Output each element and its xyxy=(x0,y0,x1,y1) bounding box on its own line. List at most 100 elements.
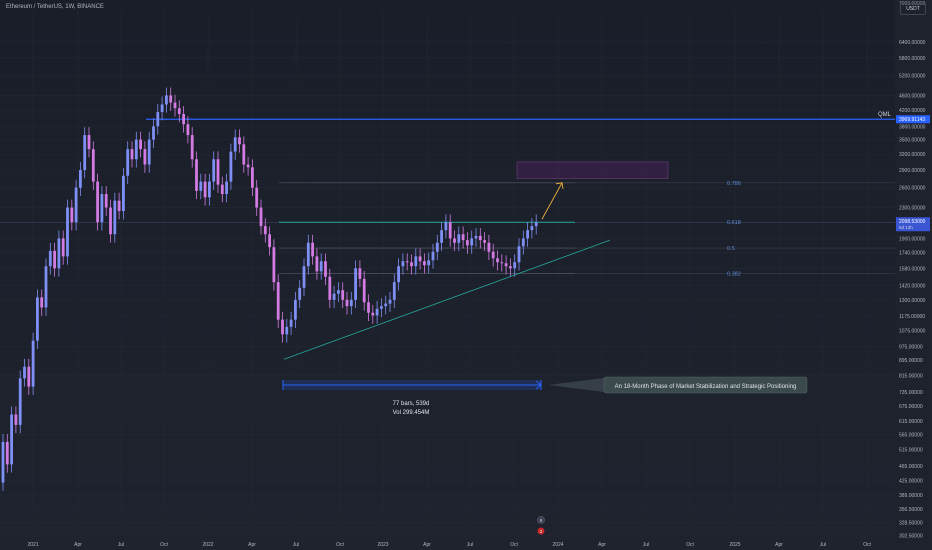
candle[interactable] xyxy=(405,261,409,263)
candle[interactable] xyxy=(220,184,224,195)
candle[interactable] xyxy=(478,235,482,241)
candle[interactable] xyxy=(362,278,366,303)
candle[interactable] xyxy=(367,302,370,313)
candle[interactable] xyxy=(134,139,138,160)
candle[interactable] xyxy=(448,222,452,239)
candle[interactable] xyxy=(203,181,207,198)
candle[interactable] xyxy=(380,306,383,309)
candle[interactable] xyxy=(483,240,486,243)
candle[interactable] xyxy=(5,441,9,465)
candle[interactable] xyxy=(345,299,349,307)
candle[interactable] xyxy=(242,144,246,165)
candle[interactable] xyxy=(517,246,521,263)
candle[interactable] xyxy=(410,262,413,267)
candle[interactable] xyxy=(358,268,362,279)
event-marker[interactable] xyxy=(537,516,545,524)
candle[interactable] xyxy=(36,297,39,341)
candle[interactable] xyxy=(23,366,26,379)
candle[interactable] xyxy=(152,126,155,140)
candle[interactable] xyxy=(474,235,478,239)
candle[interactable] xyxy=(431,251,435,261)
candle[interactable] xyxy=(199,181,203,191)
candle[interactable] xyxy=(96,181,99,223)
candle[interactable] xyxy=(397,266,400,283)
price-axis[interactable] xyxy=(895,0,932,550)
candle[interactable] xyxy=(375,308,379,316)
candle[interactable] xyxy=(225,181,228,195)
candle[interactable] xyxy=(109,207,112,235)
candle[interactable] xyxy=(324,261,327,277)
candle[interactable] xyxy=(466,240,469,246)
candle[interactable] xyxy=(453,238,456,243)
candle[interactable] xyxy=(233,137,237,152)
candle[interactable] xyxy=(44,266,48,308)
candle[interactable] xyxy=(143,149,147,165)
candle[interactable] xyxy=(440,230,443,243)
candle[interactable] xyxy=(328,276,332,300)
candle[interactable] xyxy=(414,256,418,267)
candle[interactable] xyxy=(470,238,474,246)
candle[interactable] xyxy=(500,262,504,264)
candle[interactable] xyxy=(216,159,220,185)
candle[interactable] xyxy=(461,234,465,241)
candle[interactable] xyxy=(513,262,517,269)
candle[interactable] xyxy=(238,137,241,145)
candle[interactable] xyxy=(156,112,160,127)
candle[interactable] xyxy=(268,234,271,248)
candle[interactable] xyxy=(70,207,74,223)
candle[interactable] xyxy=(126,149,130,176)
candle[interactable] xyxy=(208,181,211,198)
candle[interactable] xyxy=(435,242,439,252)
candle[interactable] xyxy=(388,299,392,304)
candle[interactable] xyxy=(281,319,284,335)
candle[interactable] xyxy=(182,114,185,125)
candle[interactable] xyxy=(341,290,345,300)
candle[interactable] xyxy=(1,441,5,483)
candle[interactable] xyxy=(259,207,263,227)
candle[interactable] xyxy=(229,151,233,182)
ascending-trendline[interactable] xyxy=(283,239,611,360)
candle[interactable] xyxy=(130,149,134,160)
candle[interactable] xyxy=(255,187,259,208)
candle[interactable] xyxy=(14,414,18,425)
currency-selector[interactable]: USDT xyxy=(900,3,926,15)
candle[interactable] xyxy=(509,266,512,269)
candle[interactable] xyxy=(173,102,177,109)
callout-box[interactable] xyxy=(603,376,808,394)
candle[interactable] xyxy=(401,261,405,267)
candle[interactable] xyxy=(27,366,31,387)
candle[interactable] xyxy=(104,194,108,208)
candle[interactable] xyxy=(423,261,426,266)
candle[interactable] xyxy=(61,238,65,257)
candle[interactable] xyxy=(427,260,431,266)
candle[interactable] xyxy=(195,159,198,191)
candle[interactable] xyxy=(298,287,302,300)
candle[interactable] xyxy=(66,207,69,257)
candle[interactable] xyxy=(139,139,142,150)
candle[interactable] xyxy=(487,242,491,252)
candle[interactable] xyxy=(87,135,91,150)
candle[interactable] xyxy=(79,170,82,188)
candle[interactable] xyxy=(302,266,306,288)
candle[interactable] xyxy=(212,159,216,182)
candle[interactable] xyxy=(31,340,35,387)
candle[interactable] xyxy=(285,326,289,335)
candle[interactable] xyxy=(10,414,13,465)
candle[interactable] xyxy=(504,263,508,267)
target-zone-box[interactable] xyxy=(516,161,669,179)
candle[interactable] xyxy=(169,95,173,103)
candle[interactable] xyxy=(306,242,310,267)
candle[interactable] xyxy=(418,256,422,262)
candle[interactable] xyxy=(74,187,78,223)
candle[interactable] xyxy=(117,200,121,212)
candle[interactable] xyxy=(160,104,164,113)
candle[interactable] xyxy=(521,238,525,247)
candle[interactable] xyxy=(53,250,56,269)
candle[interactable] xyxy=(100,194,104,223)
candle[interactable] xyxy=(83,135,87,171)
candle[interactable] xyxy=(147,139,151,165)
candle[interactable] xyxy=(289,319,293,327)
candle[interactable] xyxy=(392,282,396,300)
candle[interactable] xyxy=(457,234,461,243)
